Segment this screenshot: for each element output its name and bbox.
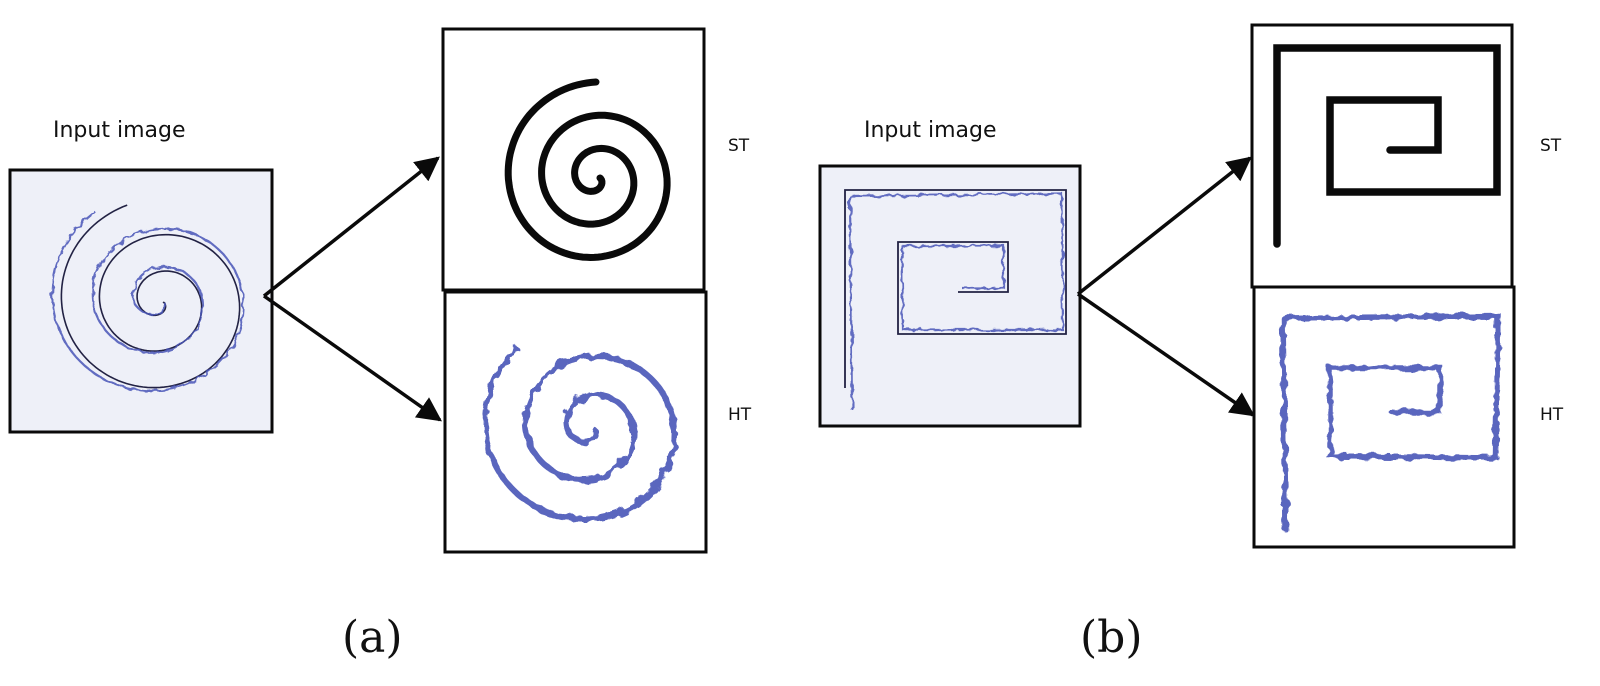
- st-label-b: ST: [1540, 136, 1562, 156]
- panel-caption-a: (a): [342, 612, 403, 663]
- input-square-spiral-drawing-b: [844, 189, 1067, 411]
- ht-label-b: HT: [1540, 405, 1564, 425]
- arrow-to-ht-a: [262, 294, 443, 422]
- input-image-label-b: Input image: [864, 118, 997, 143]
- handwritten-square-spiral-b: [1280, 313, 1501, 533]
- input-image-label-a: Input image: [53, 118, 186, 143]
- ht-label-a: HT: [728, 405, 752, 425]
- input-image-frame-a: [8, 168, 274, 434]
- input-spiral-drawing-a: [50, 204, 245, 392]
- ht-image-frame-b: [1252, 285, 1516, 549]
- panel-a: [8, 27, 708, 554]
- static-spiral-a: [504, 78, 671, 262]
- st-image-frame-b: [1250, 23, 1514, 289]
- arrow-to-ht-b: [1077, 292, 1256, 417]
- ht-image-frame-a: [443, 290, 708, 554]
- st-label-a: ST: [728, 136, 750, 156]
- panel-caption-b: (b): [1080, 612, 1143, 663]
- arrow-to-st-b: [1076, 156, 1252, 296]
- handwritten-spiral-a: [482, 346, 678, 522]
- arrow-to-st-a: [262, 156, 440, 298]
- panel-b: [818, 23, 1516, 549]
- input-image-frame-b: [818, 164, 1082, 428]
- static-square-spiral-b: [1273, 44, 1501, 248]
